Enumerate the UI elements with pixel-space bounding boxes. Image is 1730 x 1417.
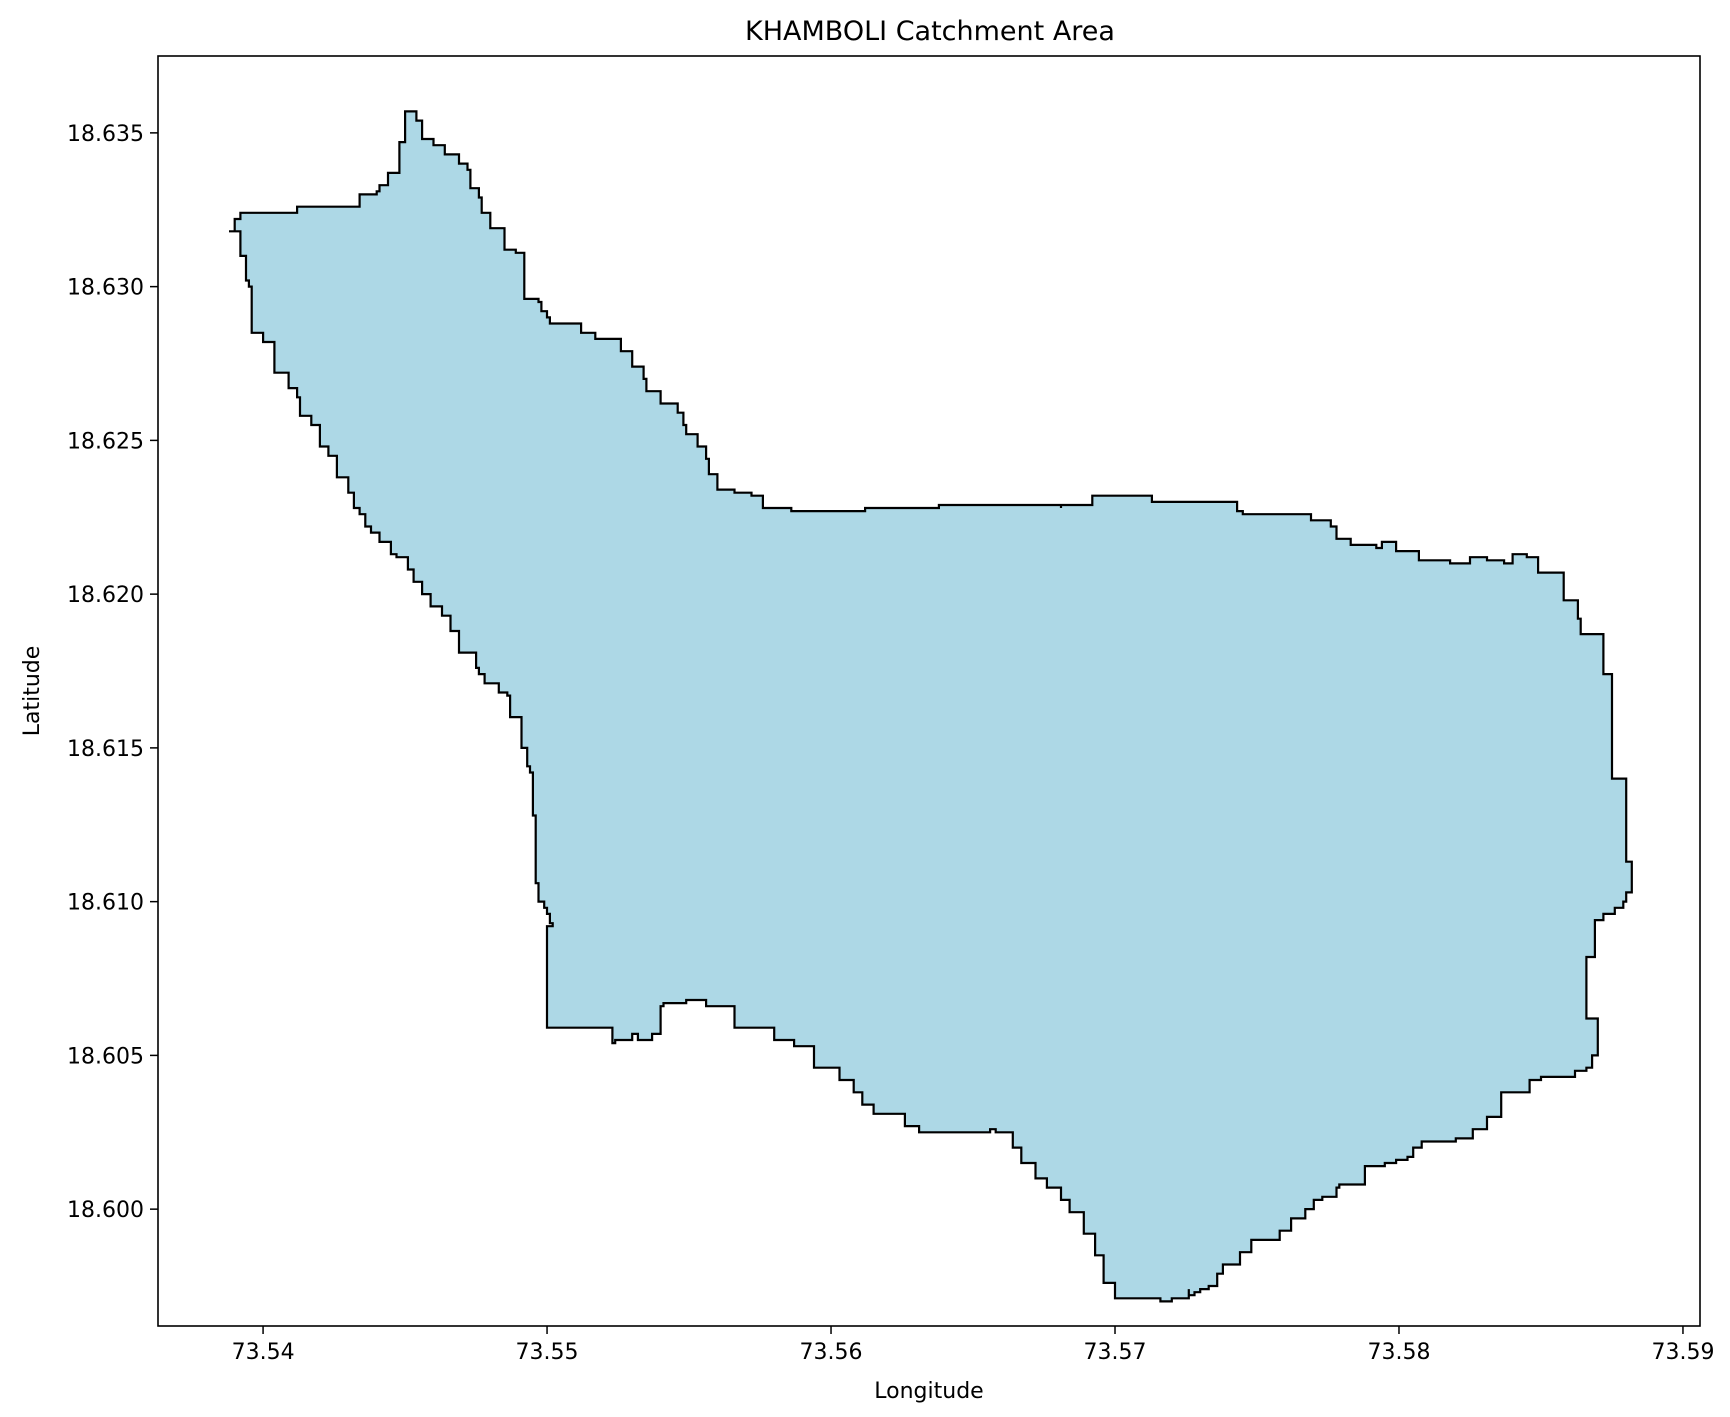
x-tick-label: 73.58 — [1367, 1340, 1430, 1365]
y-axis-ticks: 18.600 18.605 18.610 18.615 18.620 18.625 18.6… — [67, 122, 158, 1223]
x-tick-label: 73.54 — [232, 1340, 295, 1365]
y-tick-label: 18.615 — [67, 737, 144, 762]
y-tick-label: 18.620 — [67, 583, 144, 608]
x-tick-label: 73.55 — [516, 1340, 579, 1365]
x-tick-label: 73.57 — [1084, 1340, 1147, 1365]
y-tick-label: 18.605 — [67, 1044, 144, 1069]
x-tick-label: 73.59 — [1651, 1340, 1714, 1365]
y-tick-label: 18.600 — [67, 1198, 144, 1223]
catchment-polygon — [229, 110, 1633, 1303]
plot-frame — [157, 55, 1701, 1327]
chart-title: KHAMBOLI Catchment Area — [745, 16, 1115, 47]
y-tick-label: 18.630 — [67, 276, 144, 301]
y-tick-label: 18.610 — [67, 891, 144, 916]
x-tick-label: 73.56 — [800, 1340, 863, 1365]
y-axis-label: Latitude — [20, 646, 45, 737]
x-axis-ticks: 73.54 73.55 73.56 73.57 73.58 73.59 — [232, 1326, 1714, 1365]
y-tick-label: 18.625 — [67, 429, 144, 454]
x-axis-label: Longitude — [874, 1379, 983, 1404]
y-tick-label: 18.635 — [67, 122, 144, 147]
